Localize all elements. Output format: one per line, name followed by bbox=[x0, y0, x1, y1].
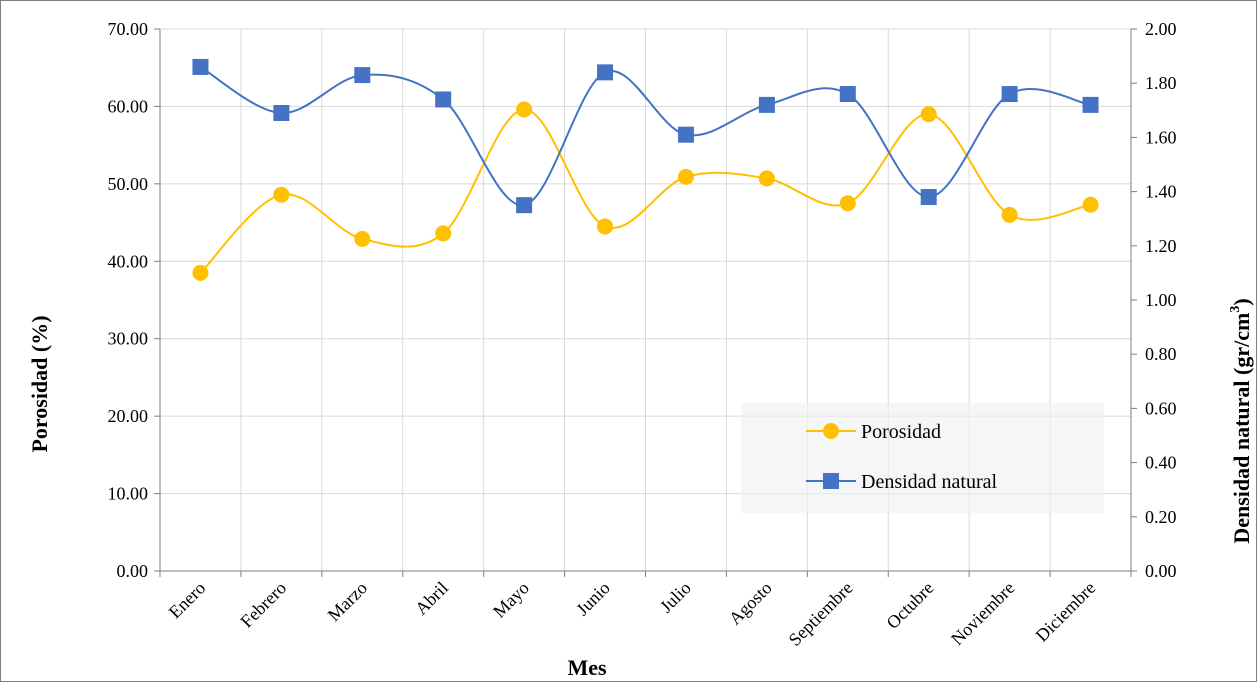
data-point-porosidad bbox=[920, 106, 937, 123]
x-tick-label: Agosto bbox=[725, 578, 776, 629]
y-tick-label: 40.00 bbox=[108, 251, 149, 271]
data-point-porosidad bbox=[516, 101, 533, 118]
data-point-densidad bbox=[920, 189, 937, 206]
legend-densidad-marker bbox=[823, 473, 839, 489]
axes bbox=[154, 28, 1137, 577]
y2-axis-title-main: Densidad natural (gr/cm bbox=[1229, 313, 1254, 544]
x-tick-label: Octubre bbox=[882, 578, 937, 633]
y2-tick-label: 1.00 bbox=[1145, 290, 1177, 310]
data-point-densidad bbox=[597, 64, 614, 81]
tick-labels: 0.00 10.00 20.00 30.00 40.00 50.00 60.00 70.00 0… bbox=[108, 19, 1177, 650]
y-axis-title: Porosidad (%) bbox=[27, 315, 52, 452]
x-tick-label: Noviembre bbox=[947, 578, 1018, 649]
y2-axis-title-end: ) bbox=[1229, 298, 1254, 305]
y-tick-label: 30.00 bbox=[108, 329, 149, 349]
legend-porosidad-label: Porosidad bbox=[861, 421, 941, 443]
y2-tick-label: 0.60 bbox=[1145, 398, 1177, 418]
y-tick-label: 50.00 bbox=[108, 174, 149, 194]
legend-background bbox=[741, 403, 1104, 513]
y2-tick-label: 0.00 bbox=[1145, 561, 1177, 581]
x-tick-label: Mayo bbox=[489, 578, 533, 622]
x-tick-label: Junio bbox=[572, 578, 614, 620]
x-tick-label: Febrero bbox=[236, 578, 290, 632]
data-point-porosidad bbox=[1082, 196, 1099, 213]
legend-densidad-label: Densidad natural bbox=[861, 471, 998, 493]
data-point-densidad bbox=[758, 96, 775, 113]
y-tick-label: 10.00 bbox=[108, 484, 149, 504]
data-point-densidad bbox=[839, 86, 856, 103]
x-tick-label: Abril bbox=[411, 578, 452, 619]
data-point-densidad bbox=[516, 197, 533, 214]
data-point-densidad bbox=[192, 58, 209, 75]
x-tick-label: Septiembre bbox=[785, 578, 857, 650]
legend: Porosidad Densidad natural bbox=[741, 403, 1104, 513]
series bbox=[192, 58, 1099, 281]
y2-tick-label: 1.80 bbox=[1145, 73, 1177, 93]
y-tick-label: 0.00 bbox=[117, 561, 149, 581]
y2-tick-label: 0.40 bbox=[1145, 453, 1177, 473]
x-tick-label: Diciembre bbox=[1032, 578, 1100, 646]
data-point-porosidad bbox=[273, 186, 290, 203]
x-tick-label: Julio bbox=[656, 578, 695, 617]
x-tick-label: Enero bbox=[165, 578, 210, 623]
data-point-porosidad bbox=[435, 225, 452, 242]
x-tick-label: Marzo bbox=[324, 578, 371, 625]
y2-axis-title: Densidad natural (gr/cm3) bbox=[1228, 298, 1254, 543]
data-point-densidad bbox=[1001, 86, 1018, 103]
y2-tick-label: 0.20 bbox=[1145, 507, 1177, 527]
y-tick-label: 60.00 bbox=[108, 96, 149, 116]
data-point-densidad bbox=[435, 91, 452, 108]
data-point-densidad bbox=[354, 67, 371, 84]
y-tick-label: 70.00 bbox=[108, 19, 149, 39]
y2-tick-label: 1.20 bbox=[1145, 236, 1177, 256]
y2-tick-label: 2.00 bbox=[1145, 19, 1177, 39]
data-point-porosidad bbox=[192, 264, 209, 281]
gridlines bbox=[159, 28, 1132, 572]
y2-tick-label: 0.80 bbox=[1145, 344, 1177, 364]
data-point-densidad bbox=[1082, 96, 1099, 113]
y2-tick-label: 1.60 bbox=[1145, 127, 1177, 147]
data-point-porosidad bbox=[677, 168, 694, 185]
data-point-densidad bbox=[273, 105, 290, 122]
legend-porosidad-marker bbox=[823, 423, 839, 439]
data-point-porosidad bbox=[839, 195, 856, 212]
y2-tick-label: 1.40 bbox=[1145, 182, 1177, 202]
data-point-porosidad bbox=[354, 230, 371, 247]
data-point-densidad bbox=[677, 126, 694, 143]
data-point-porosidad bbox=[758, 170, 775, 187]
data-point-porosidad bbox=[1001, 206, 1018, 223]
y2-axis-title-sup: 3 bbox=[1228, 306, 1243, 313]
y-tick-label: 20.00 bbox=[108, 406, 149, 426]
data-point-porosidad bbox=[597, 218, 614, 235]
x-axis-title: Mes bbox=[567, 655, 607, 680]
